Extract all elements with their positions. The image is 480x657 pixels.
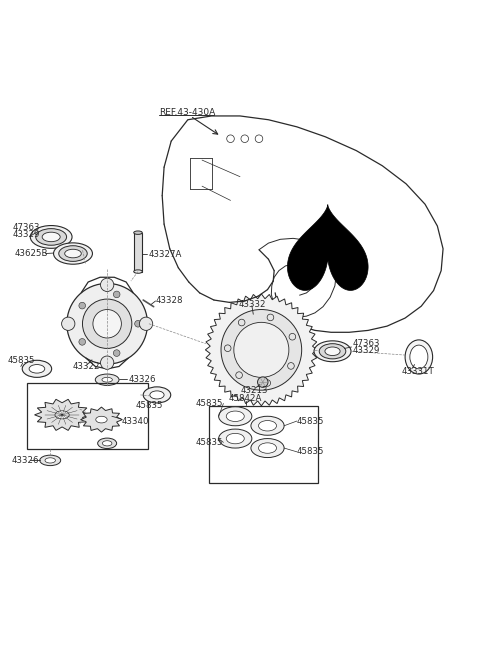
Polygon shape (35, 399, 90, 430)
Text: 43213: 43213 (240, 386, 268, 395)
Ellipse shape (36, 229, 67, 245)
Text: 43332: 43332 (239, 300, 266, 309)
Text: 45835: 45835 (8, 356, 35, 365)
Bar (209, 406, 318, 483)
Text: 43326: 43326 (129, 374, 156, 384)
Circle shape (79, 338, 85, 345)
Ellipse shape (259, 443, 276, 453)
Bar (27, 383, 148, 449)
Ellipse shape (29, 365, 45, 373)
Text: 47363: 47363 (353, 339, 381, 348)
Circle shape (93, 309, 121, 338)
Text: 45835: 45835 (297, 447, 324, 457)
Circle shape (234, 323, 289, 377)
Circle shape (100, 278, 114, 292)
Ellipse shape (251, 417, 284, 435)
Circle shape (139, 317, 153, 330)
Text: 43326: 43326 (12, 456, 39, 465)
Text: 47363: 47363 (12, 223, 40, 233)
Ellipse shape (65, 249, 81, 258)
Ellipse shape (150, 391, 164, 399)
Bar (134, 233, 142, 271)
Text: 45835: 45835 (196, 438, 223, 447)
Circle shape (135, 321, 141, 327)
Text: 43328: 43328 (156, 296, 183, 306)
Ellipse shape (410, 345, 428, 369)
Ellipse shape (405, 340, 432, 374)
Ellipse shape (134, 270, 142, 273)
Ellipse shape (40, 455, 60, 466)
Circle shape (258, 377, 268, 388)
Circle shape (61, 317, 75, 330)
Ellipse shape (102, 377, 112, 382)
Ellipse shape (134, 231, 142, 235)
Text: 43322: 43322 (73, 362, 100, 371)
Ellipse shape (55, 411, 69, 419)
Polygon shape (288, 204, 368, 290)
Ellipse shape (226, 411, 244, 422)
Circle shape (83, 299, 132, 348)
Ellipse shape (42, 232, 60, 242)
Ellipse shape (226, 434, 244, 443)
Text: 45835: 45835 (135, 401, 163, 410)
Ellipse shape (219, 429, 252, 448)
Circle shape (100, 356, 114, 369)
Text: 43331T: 43331T (401, 367, 434, 376)
Text: 45835: 45835 (196, 399, 223, 408)
Ellipse shape (45, 458, 56, 463)
Ellipse shape (22, 360, 52, 377)
Circle shape (79, 302, 85, 309)
Text: 43329: 43329 (12, 230, 40, 239)
Ellipse shape (314, 341, 351, 362)
Ellipse shape (251, 439, 284, 457)
Ellipse shape (97, 438, 117, 449)
Ellipse shape (219, 407, 252, 426)
Circle shape (113, 350, 120, 356)
Polygon shape (81, 407, 122, 432)
Ellipse shape (30, 225, 72, 248)
Ellipse shape (96, 374, 119, 386)
Ellipse shape (54, 243, 93, 264)
Text: 45842A: 45842A (229, 394, 263, 403)
Text: 43329: 43329 (353, 346, 380, 355)
Circle shape (221, 309, 301, 390)
Text: 43340: 43340 (121, 417, 149, 426)
Ellipse shape (143, 387, 171, 403)
Ellipse shape (319, 344, 346, 359)
Polygon shape (205, 294, 317, 406)
Ellipse shape (325, 347, 340, 355)
Text: 43327A: 43327A (149, 250, 182, 258)
Ellipse shape (59, 246, 87, 261)
Ellipse shape (102, 441, 112, 446)
Text: REF.43-430A: REF.43-430A (159, 108, 216, 117)
Text: 45835: 45835 (297, 417, 324, 426)
Ellipse shape (96, 417, 107, 423)
Ellipse shape (259, 420, 276, 431)
Text: 43625B: 43625B (14, 249, 48, 258)
Circle shape (113, 291, 120, 298)
Circle shape (67, 283, 147, 364)
